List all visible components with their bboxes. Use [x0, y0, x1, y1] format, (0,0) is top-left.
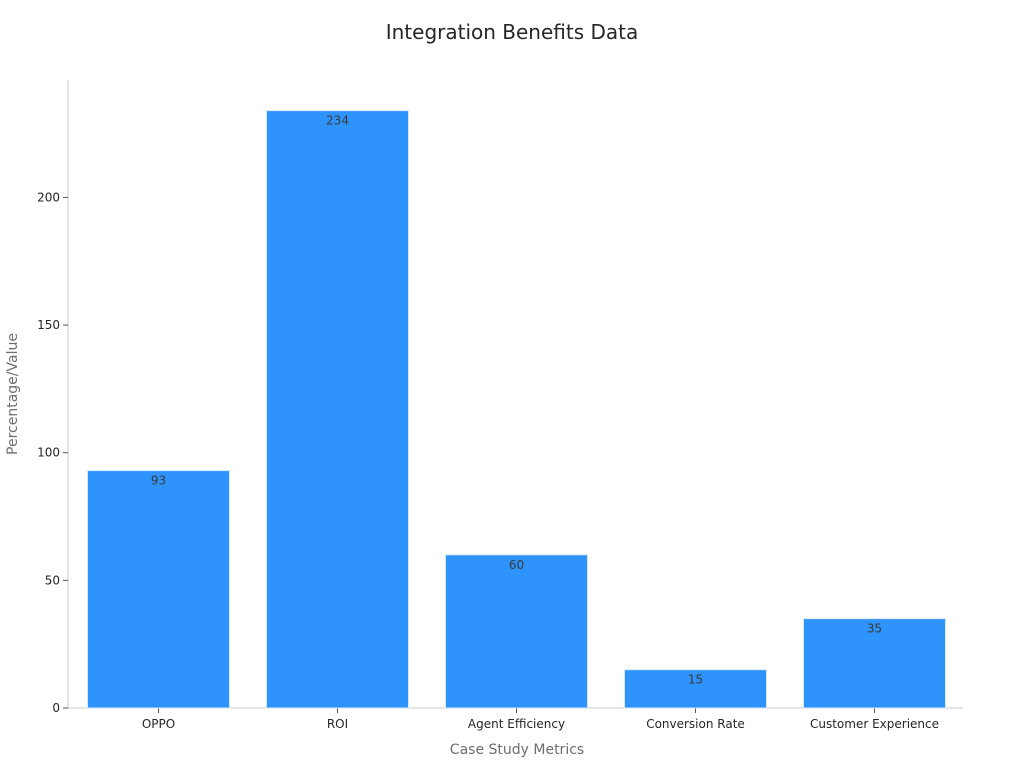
y-tick-label: 50	[45, 573, 60, 587]
bar	[624, 669, 767, 709]
x-axis: OPPO ROI Agent Efficiency Conversion Rate Cu…	[68, 707, 963, 731]
y-axis: 0 50 100 150 200	[37, 80, 69, 715]
y-axis-label: Percentage/Value	[5, 333, 21, 455]
x-tick-label: OPPO	[142, 717, 175, 731]
x-tick-label: Agent Efficiency	[468, 717, 565, 731]
bar-value-label: 93	[151, 474, 166, 488]
y-tick-label: 200	[37, 190, 60, 204]
x-tick-label: ROI	[327, 717, 348, 731]
bar	[87, 470, 230, 709]
bar	[803, 618, 946, 709]
bar-value-label: 35	[867, 622, 882, 636]
bar	[266, 110, 409, 709]
bar-value-label: 234	[326, 114, 349, 128]
bar-labels: 93 234 60 15 35	[151, 114, 882, 687]
x-axis-label: Case Study Metrics	[449, 742, 585, 758]
bar-value-label: 15	[688, 673, 703, 687]
x-tick-label: Customer Experience	[810, 717, 939, 731]
chart-title: Integration Benefits Data	[385, 20, 639, 44]
y-tick-label: 0	[52, 701, 60, 715]
x-tick-label: Conversion Rate	[646, 717, 745, 731]
bar-value-label: 60	[509, 558, 524, 572]
bars	[87, 110, 946, 709]
y-tick-label: 150	[37, 318, 60, 332]
bar	[445, 554, 588, 709]
y-tick-label: 100	[37, 446, 60, 460]
